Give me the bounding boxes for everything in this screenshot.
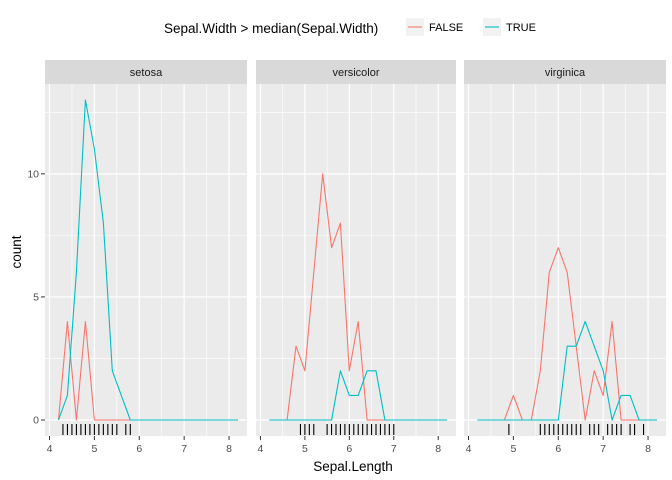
x-tick-label: 7 xyxy=(391,443,397,455)
x-tick-label: 4 xyxy=(466,443,472,455)
facet-strip xyxy=(45,60,247,84)
legend-label-false: FALSE xyxy=(429,22,463,34)
x-tick-label: 4 xyxy=(47,443,53,455)
x-tick-label: 8 xyxy=(226,443,232,455)
x-tick-label: 7 xyxy=(181,443,187,455)
panel-background xyxy=(464,84,666,436)
series-line-true xyxy=(477,320,657,421)
y-tick-label: 5 xyxy=(33,291,39,303)
facet-strip xyxy=(256,60,456,84)
legend-label-true: TRUE xyxy=(506,22,536,34)
panel-background xyxy=(256,84,456,436)
y-tick-label: 10 xyxy=(27,168,39,180)
facet-strip-label: setosa xyxy=(130,67,163,79)
x-tick-label: 5 xyxy=(91,443,97,455)
x-tick-label: 5 xyxy=(302,443,308,455)
x-tick-label: 5 xyxy=(510,443,516,455)
legend: Sepal.Width > median(Sepal.Width) FALSE T… xyxy=(164,18,536,36)
x-tick-label: 7 xyxy=(600,443,606,455)
facet-panel-versicolor: versicolor 4 5 6 7 8 xyxy=(256,60,456,455)
series-line-true xyxy=(269,370,448,421)
facet-strip-label: versicolor xyxy=(332,67,379,79)
facet-strip-label: virginica xyxy=(545,67,586,79)
x-tick-label: 4 xyxy=(258,443,264,455)
series-line-false xyxy=(286,173,403,421)
y-tick-label: 0 xyxy=(33,415,39,427)
x-axis-title: Sepal.Length xyxy=(313,459,393,474)
y-axis-title: count xyxy=(9,235,24,268)
facet-panel-virginica: virginica 4 5 6 7 8 xyxy=(464,60,666,455)
x-tick-label: 8 xyxy=(645,443,651,455)
x-tick-label: 6 xyxy=(136,443,142,455)
x-tick-label: 6 xyxy=(555,443,561,455)
panel-background xyxy=(45,84,247,436)
x-tick-label: 6 xyxy=(346,443,352,455)
facet-strip xyxy=(464,60,666,84)
series-line-true xyxy=(57,99,238,421)
x-tick-label: 8 xyxy=(435,443,441,455)
facet-panel-setosa: setosa 4 5 6 7 8 xyxy=(45,60,247,455)
legend-title: Sepal.Width > median(Sepal.Width) xyxy=(164,21,378,36)
